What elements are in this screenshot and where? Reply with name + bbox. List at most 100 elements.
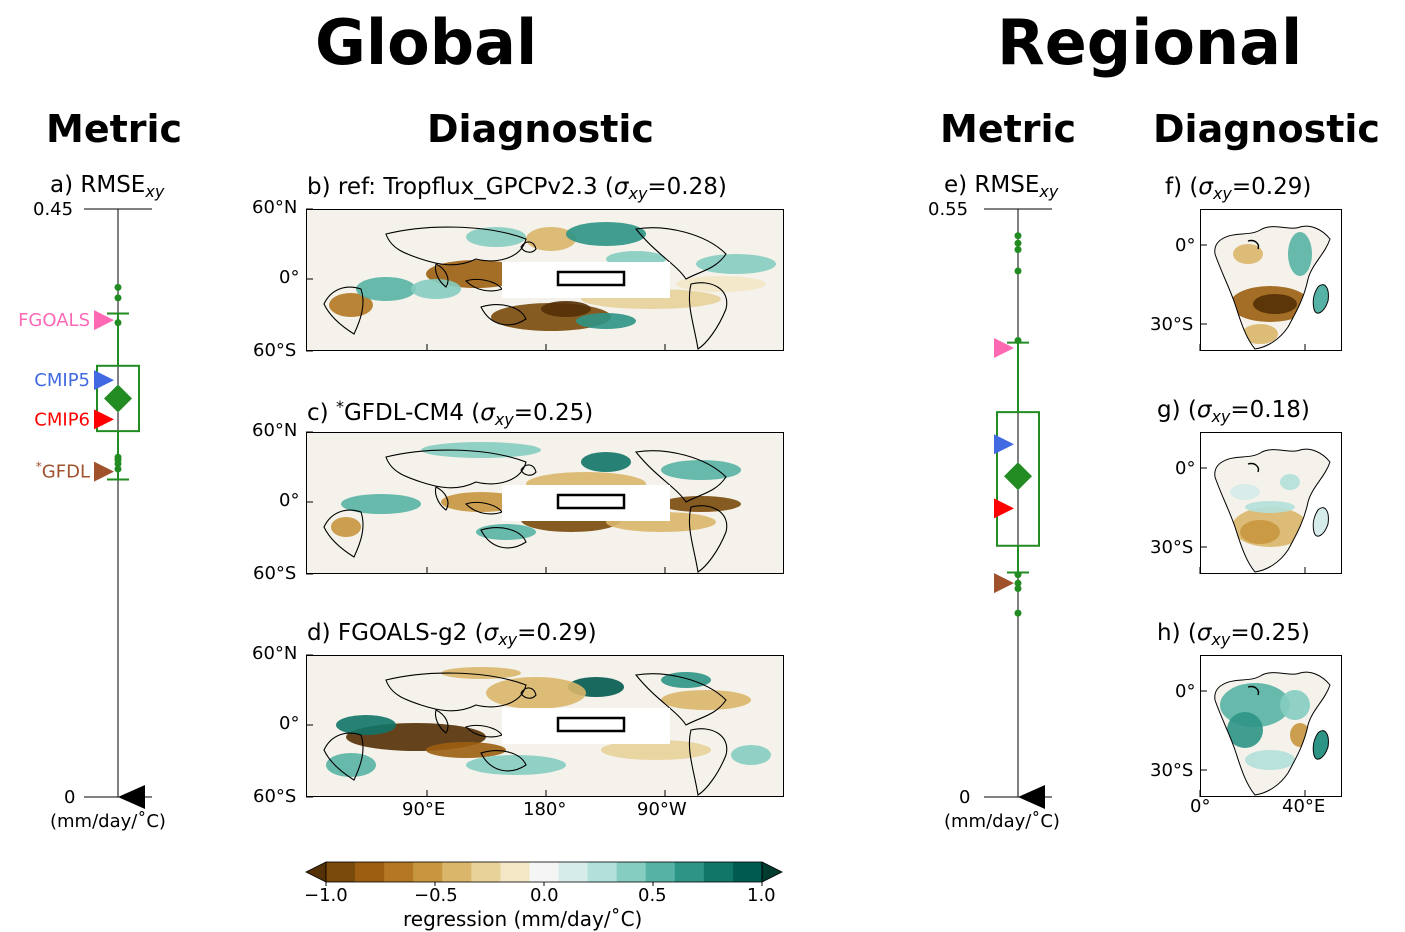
coastline [323,732,364,781]
colorbar-segment [384,862,414,882]
panel-g-value: =0.18) [1230,397,1310,423]
anomaly-patch [1240,520,1280,544]
metric-regional-heading: Metric [940,107,1077,151]
panel-h-ytick-0: 0° [1175,681,1196,702]
reference-marker-zero [1018,785,1045,809]
outlier-point [1014,609,1022,617]
outlier-point [114,465,122,473]
panel-g-title: g) (σxy=0.18) [1157,399,1310,425]
colorbar-segment [703,862,734,882]
panel-b-sigma-sub: xy [628,184,648,203]
panel-b-title-text: b) ref: Tropflux_GPCPv2.3 ( [307,174,614,200]
masked-region [502,262,670,298]
outlier-point [114,283,122,291]
panel-h-title: h) (σxy=0.25) [1157,622,1310,648]
coastline [634,673,727,726]
map-frame [306,209,784,351]
lake-outline [1247,239,1260,250]
colorbar-segment [413,862,443,882]
reference-marker-fgoals [94,310,114,331]
reference-marker-gfdl [94,461,114,482]
panel-f-title: f) (σxy=0.29) [1165,176,1311,202]
anomaly-patch [731,745,771,765]
reference-label-cmip5: CMIP5 [34,370,90,391]
reference-marker-cmip5 [994,434,1014,455]
anomaly-patch [1227,712,1263,748]
panel-a-ytick-bottom: 0 [64,787,76,808]
reference-label-gfdl: *GFDL [36,460,90,483]
panel-g-ytick-30s: 30°S [1150,537,1194,558]
panel-c-ytick-60s: 60°S [253,563,297,584]
anomaly-patch [411,279,461,299]
outlier-point [114,294,122,302]
lake-outline [1247,462,1260,473]
panel-e-title-text: e) RMSE [944,172,1040,198]
reference-prefix: * [36,460,42,474]
outlier-point [114,319,122,327]
panel-h-ytick-30s: 30°S [1150,760,1194,781]
panel-b-ytick-60s: 60°S [253,340,297,361]
colorbar-segment [442,862,472,882]
coastline [480,527,527,549]
panel-g-sigma: σ [1196,397,1212,423]
mean-diamond [1004,462,1032,491]
anomaly-patch [336,715,396,735]
panel-e-ytick-bottom: 0 [959,787,971,808]
panel-h-value: =0.25) [1230,620,1310,646]
panel-e-title-sub: xy [1039,182,1059,201]
anomaly-patch [1245,750,1295,770]
colorbar-segment [471,862,501,882]
coastline [520,241,537,253]
anomaly-patch [441,667,521,679]
panel-b-ytick-0: 0° [279,267,300,288]
reference-marker-fgoals [994,337,1014,358]
anomaly-patch [601,740,711,760]
panel-a-title-text: a) RMSE [50,172,146,198]
colorbar-tick-0: 0.0 [530,885,559,906]
coastline [434,263,449,288]
panel-h-sigma: σ [1196,620,1212,646]
mean-diamond [104,384,132,413]
panel-f-sigma: σ [1198,174,1213,200]
panel-a-title-sub: xy [145,182,165,201]
anomaly-patch [581,452,631,472]
reference-marker-zero [118,785,145,809]
anomaly-patch [331,517,361,537]
nino-box [556,270,626,287]
nino-box [556,716,626,733]
colorbar-tick-1: 1.0 [747,885,776,906]
colorbar-extend-low [305,861,327,883]
anomaly-patch [476,524,536,540]
madagascar-coastline [1312,730,1329,760]
colorbar-segment [587,862,618,882]
masked-region [502,708,670,744]
panel-a-boxplot: FGOALS CMIP5 CMIP6 *GFDL [18,208,152,809]
reference-name: GFDL [42,462,90,483]
panel-d-map [306,654,784,798]
colorbar-segment [355,862,385,882]
anomaly-patch [426,742,506,758]
anomaly-patch [1253,294,1297,314]
anomaly-patch [541,301,591,317]
panel-f-ytick-30s: 30°S [1150,314,1194,335]
colorbar-tick-neg05: −0.5 [414,885,458,906]
panel-a-units: (mm/day/˚C) [50,811,166,832]
panel-e-boxplot [984,208,1052,809]
coastline [323,286,364,335]
colorbar-tick-neg1: −1.0 [304,885,348,906]
anomaly-patch [661,690,751,710]
panel-c-title: c) *GFDL-CM4 (σxy=0.25) [307,399,593,428]
panel-f-title-text: f) ( [1165,174,1199,200]
reference-marker-cmip6 [994,498,1014,519]
coastline [520,687,537,699]
panel-f-map [1199,209,1342,351]
anomaly-patch [1233,244,1263,264]
regional-heading: Regional [997,6,1303,79]
colorbar-label: regression (mm/day/˚C) [403,907,643,931]
masked-region [502,485,670,521]
anomaly-patch [576,313,636,329]
anomaly-patch [661,496,741,512]
panel-b-ytick-60n: 60°N [252,197,298,218]
reference-marker-cmip5 [94,370,114,391]
anomaly-patch [661,460,741,480]
